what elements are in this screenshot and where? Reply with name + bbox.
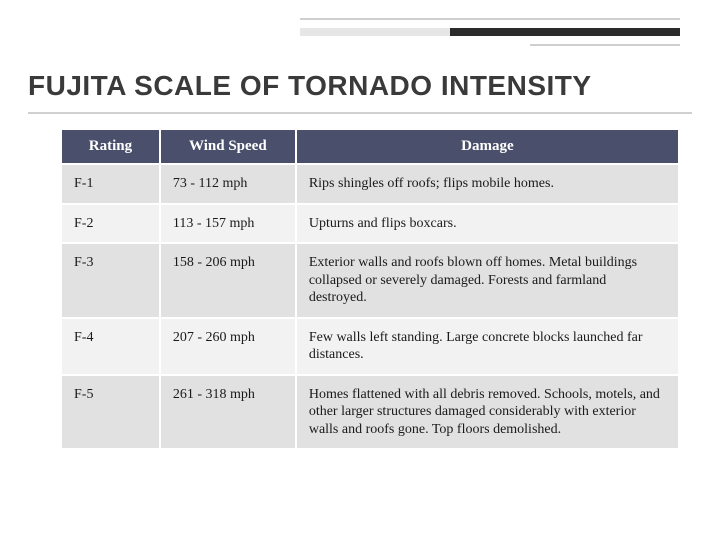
- decor-line-dark: [450, 28, 680, 36]
- cell-damage: Few walls left standing. Large concrete …: [296, 318, 679, 375]
- fujita-table-container: Rating Wind Speed Damage F-1 73 - 112 mp…: [60, 128, 680, 450]
- table-row: F-3 158 - 206 mph Exterior walls and roo…: [61, 243, 679, 318]
- table-row: F-1 73 - 112 mph Rips shingles off roofs…: [61, 164, 679, 204]
- col-header-wind: Wind Speed: [160, 129, 296, 164]
- decor-line-bottom: [530, 44, 680, 46]
- header-decoration: [300, 18, 680, 58]
- col-header-damage: Damage: [296, 129, 679, 164]
- cell-rating: F-2: [61, 204, 160, 244]
- cell-damage: Homes flattened with all debris removed.…: [296, 375, 679, 450]
- cell-wind: 158 - 206 mph: [160, 243, 296, 318]
- title-underline: [28, 112, 692, 114]
- cell-wind: 207 - 260 mph: [160, 318, 296, 375]
- table-row: F-4 207 - 260 mph Few walls left standin…: [61, 318, 679, 375]
- cell-wind: 113 - 157 mph: [160, 204, 296, 244]
- cell-wind: 261 - 318 mph: [160, 375, 296, 450]
- cell-damage: Upturns and flips boxcars.: [296, 204, 679, 244]
- page-title: FUJITA SCALE OF TORNADO INTENSITY: [28, 70, 592, 102]
- table-row: F-2 113 - 157 mph Upturns and flips boxc…: [61, 204, 679, 244]
- decor-line-thin: [300, 18, 680, 20]
- col-header-rating: Rating: [61, 129, 160, 164]
- cell-rating: F-1: [61, 164, 160, 204]
- fujita-table: Rating Wind Speed Damage F-1 73 - 112 mp…: [60, 128, 680, 450]
- cell-rating: F-4: [61, 318, 160, 375]
- cell-damage: Rips shingles off roofs; flips mobile ho…: [296, 164, 679, 204]
- cell-damage: Exterior walls and roofs blown off homes…: [296, 243, 679, 318]
- cell-wind: 73 - 112 mph: [160, 164, 296, 204]
- cell-rating: F-3: [61, 243, 160, 318]
- table-header-row: Rating Wind Speed Damage: [61, 129, 679, 164]
- table-row: F-5 261 - 318 mph Homes flattened with a…: [61, 375, 679, 450]
- decor-line-light: [300, 28, 450, 36]
- cell-rating: F-5: [61, 375, 160, 450]
